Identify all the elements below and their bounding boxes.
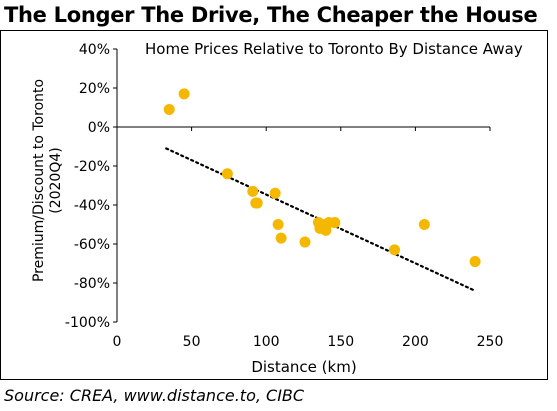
y-tick-label: 0%: [88, 120, 110, 136]
x-tick-label: 50: [183, 334, 201, 350]
y-axis-label-line: (2020Q4): [48, 147, 64, 213]
source-note: Source: CREA, www.distance.to, CIBC: [4, 386, 305, 405]
chart-title: Home Prices Relative to Toronto By Dista…: [145, 40, 523, 58]
y-axis-label-line: Premium/Discount to Toronto: [31, 79, 47, 282]
chart-container: Home Prices Relative to Toronto By Dista…: [0, 30, 557, 387]
x-tick-label: 100: [253, 334, 280, 350]
data-point: [418, 219, 430, 230]
data-point: [275, 232, 287, 244]
y-axis-label: Premium/Discount to Toronto (2020Q4): [31, 79, 64, 282]
data-point: [178, 88, 190, 100]
data-point: [221, 168, 233, 180]
data-point: [272, 219, 284, 230]
page-title: The Longer The Drive, The Cheaper the Ho…: [4, 3, 538, 27]
y-tick-label: -60%: [74, 237, 110, 253]
data-point: [251, 197, 263, 209]
x-tick-label: 0: [113, 334, 122, 350]
scatter-chart: Home Prices Relative to Toronto By Dista…: [0, 30, 548, 380]
y-tick-label: -20%: [74, 159, 110, 175]
data-point: [299, 236, 311, 248]
x-tick-label: 200: [402, 334, 429, 350]
data-point: [469, 256, 481, 268]
x-tick-label: 150: [327, 334, 354, 350]
data-point: [389, 244, 401, 256]
y-tick-label: 20%: [79, 81, 110, 97]
data-point: [247, 185, 259, 197]
axes: 40% 20% 0% -20% -40% -60% -80% -100%0 50 100 150 20…: [65, 42, 503, 350]
x-axis-label: Distance (km): [251, 358, 356, 376]
x-tick-label: 250: [477, 334, 504, 350]
data-point: [163, 103, 175, 115]
data-point: [329, 217, 341, 229]
y-tick-label: -80%: [74, 276, 110, 292]
y-tick-label: -40%: [74, 198, 110, 214]
chart-frame: [0, 30, 548, 380]
data-point: [269, 187, 281, 199]
y-tick-label: 40%: [79, 42, 110, 58]
y-tick-label: -100%: [65, 315, 110, 331]
data-points: [163, 88, 481, 268]
